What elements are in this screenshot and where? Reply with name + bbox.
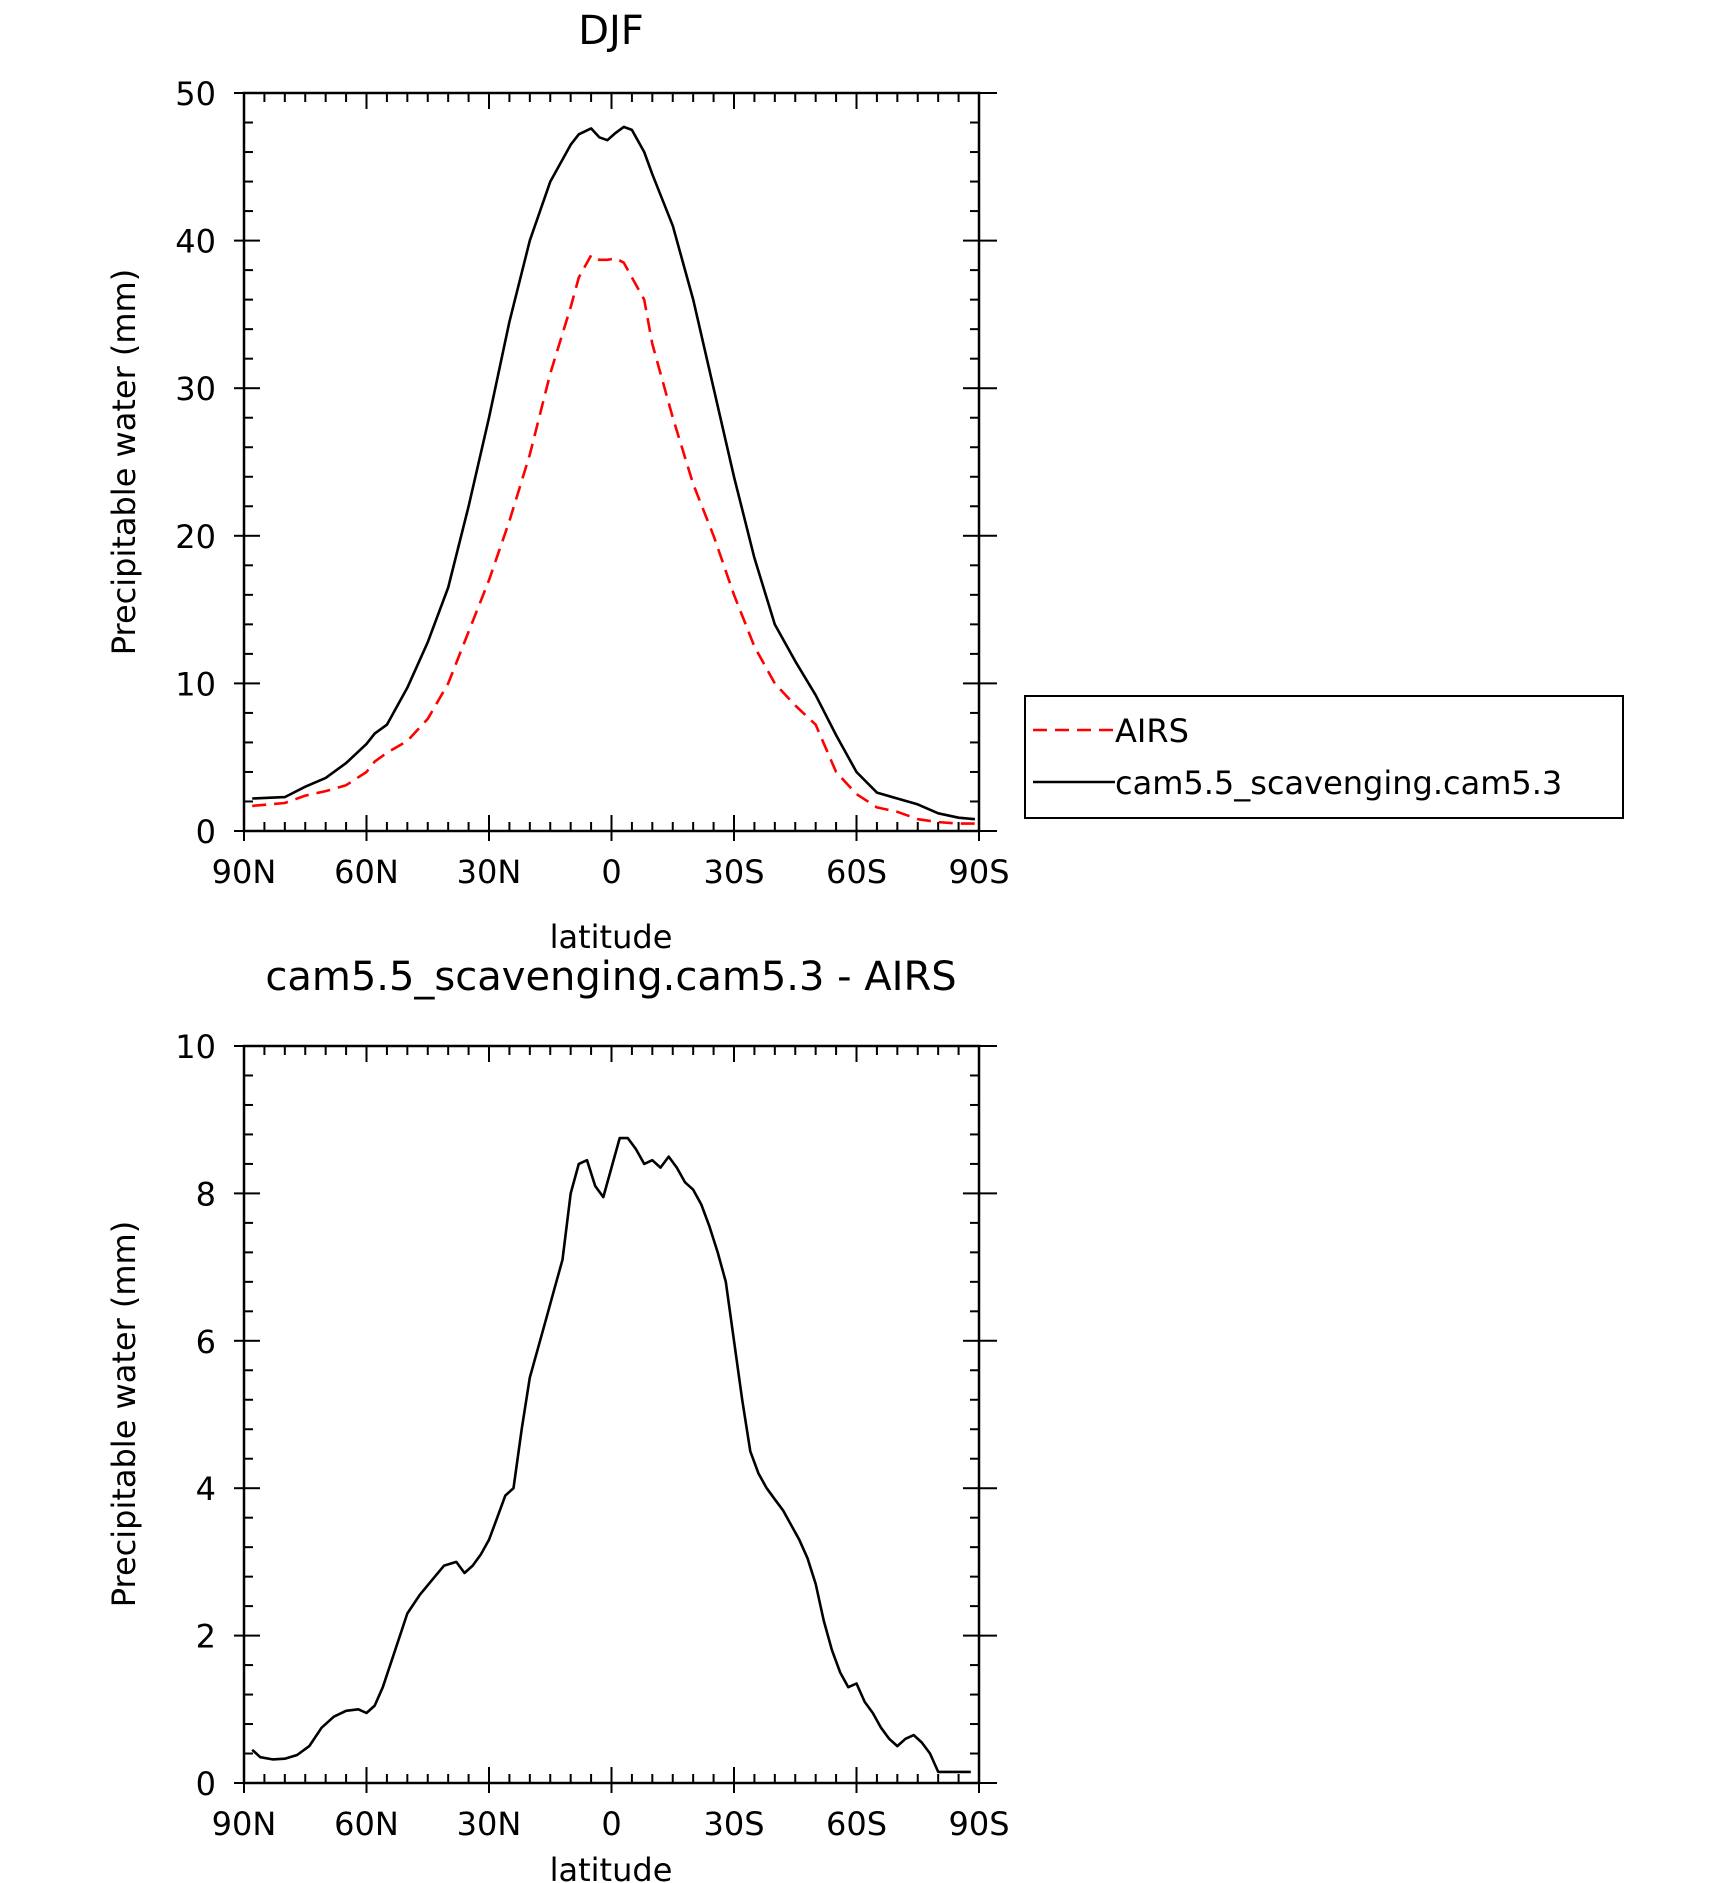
- x-tick-label: 0: [601, 1805, 621, 1843]
- x-axis-label-top: latitude: [550, 918, 673, 956]
- plot-frame-bottom: [242, 1044, 981, 1785]
- plot-area-top: [234, 91, 997, 841]
- x-tick-label: 30S: [703, 853, 764, 891]
- x-tick-label: 90N: [212, 853, 277, 891]
- y-tick-label: 2: [196, 1618, 216, 1656]
- y-tick-label: 8: [196, 1175, 216, 1213]
- legend-label-airs: AIRS: [1115, 712, 1189, 750]
- plot-area-bottom: [234, 1044, 997, 1793]
- x-tick-label: 60N: [334, 1805, 399, 1843]
- x-axis-label-bottom: latitude: [550, 1851, 673, 1883]
- series-bottom: [251, 1136, 971, 1774]
- series-line-cam: [252, 125, 976, 821]
- y-tick-label: 20: [175, 518, 216, 556]
- y-tick-label: 4: [196, 1470, 216, 1508]
- panel-djf: DJF 90N 60N 30N 0 30S 60S 90S 0 10 20 30 40 50 lati…: [105, 8, 1624, 956]
- x-tick-label: 90N: [212, 1805, 277, 1843]
- series-line-diff: [251, 1136, 971, 1774]
- x-tick-label: 30N: [457, 1805, 522, 1843]
- panel-diff: cam5.5_scavenging.cam5.3 - AIRS 90N 60N 30…: [105, 954, 1010, 1883]
- x-tick-label: 60S: [826, 1805, 887, 1843]
- series-top: [252, 125, 976, 825]
- x-tick-label: 30S: [703, 1805, 764, 1843]
- y-tick-labels-top: 0 10 20 30 40 50: [175, 75, 216, 851]
- x-tick-label: 30N: [457, 853, 522, 891]
- y-tick-label: 0: [196, 813, 216, 851]
- y-axis-label-top: Precipitable water (mm): [105, 269, 143, 655]
- ticks-bottom: [234, 1044, 997, 1793]
- x-tick-label: 0: [601, 853, 621, 891]
- y-tick-label: 30: [175, 370, 216, 408]
- y-tick-label: 50: [175, 75, 216, 113]
- x-tick-label: 90S: [948, 853, 1009, 891]
- title-diff: cam5.5_scavenging.cam5.3 - AIRS: [265, 954, 956, 1000]
- y-tick-labels-bottom: 0 2 4 6 8 10: [175, 1028, 216, 1803]
- y-tick-label: 10: [175, 665, 216, 703]
- y-tick-label: 40: [175, 223, 216, 261]
- y-axis-label-bottom: Precipitable water (mm): [105, 1221, 143, 1607]
- y-tick-label: 10: [175, 1028, 216, 1066]
- series-line-airs: [252, 254, 975, 825]
- x-tick-labels-top: 90N 60N 30N 0 30S 60S 90S: [212, 853, 1010, 891]
- title-djf: DJF: [578, 8, 644, 54]
- ticks-top: [234, 92, 997, 841]
- legend-box: [1024, 695, 1624, 819]
- x-tick-label: 60S: [826, 853, 887, 891]
- x-tick-label: 60N: [334, 853, 399, 891]
- y-tick-label: 6: [196, 1323, 216, 1361]
- plot-frame-top: [242, 91, 981, 833]
- x-tick-label: 90S: [948, 1805, 1009, 1843]
- x-tick-labels-bottom: 90N 60N 30N 0 30S 60S 90S: [212, 1805, 1010, 1843]
- y-tick-label: 0: [196, 1765, 216, 1803]
- legend: AIRS cam5.5_scavenging.cam5.3: [1024, 695, 1624, 819]
- legend-label-cam: cam5.5_scavenging.cam5.3: [1115, 764, 1562, 802]
